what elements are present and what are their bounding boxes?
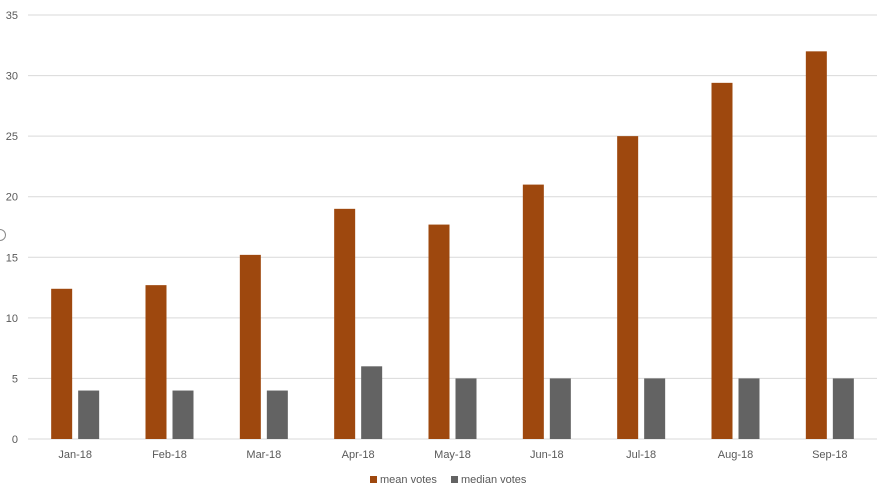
y-tick-label: 25 bbox=[6, 131, 18, 143]
legend: mean votes median votes bbox=[370, 474, 527, 486]
median-votes-bar bbox=[78, 390, 100, 439]
x-tick-label: Sep-18 bbox=[812, 449, 847, 461]
mean-votes-bar bbox=[239, 254, 261, 439]
x-tick-label: Aug-18 bbox=[718, 449, 753, 461]
mean-votes-bar bbox=[334, 208, 356, 439]
bars bbox=[51, 51, 854, 439]
median-votes-bar bbox=[738, 378, 760, 439]
x-tick-label: Feb-18 bbox=[152, 449, 187, 461]
median-votes-bar bbox=[832, 378, 854, 439]
median-votes-bar bbox=[172, 390, 194, 439]
median-votes-bar bbox=[644, 378, 666, 439]
x-tick-label: Jan-18 bbox=[58, 449, 92, 461]
mean-votes-bar bbox=[145, 285, 167, 439]
legend-swatch bbox=[451, 476, 458, 483]
y-tick-label: 10 bbox=[6, 313, 18, 325]
y-tick-label: 30 bbox=[6, 71, 18, 83]
x-axis-tick-labels: Jan-18 Feb-18 Mar-18 Apr-18 May-18 Jun-18 Jul-… bbox=[58, 449, 847, 461]
mean-votes-bar bbox=[51, 288, 73, 439]
y-axis-tick-labels: 0 5 10 15 20 25 30 35 bbox=[6, 10, 18, 446]
mean-votes-bar bbox=[617, 136, 639, 439]
gridlines bbox=[28, 14, 877, 440]
legend-item-mean-votes: mean votes bbox=[380, 474, 437, 486]
x-tick-label: Mar-18 bbox=[246, 449, 281, 461]
x-tick-label: Jul-18 bbox=[626, 449, 656, 461]
mean-votes-bar bbox=[522, 184, 544, 439]
y-tick-label: 15 bbox=[6, 252, 18, 264]
median-votes-bar bbox=[549, 378, 571, 439]
legend-item-median-votes: median votes bbox=[461, 474, 527, 486]
y-tick-label: 35 bbox=[6, 10, 18, 22]
mean-votes-bar bbox=[711, 82, 733, 439]
legend-swatch bbox=[370, 476, 377, 483]
x-tick-label: May-18 bbox=[434, 449, 471, 461]
median-votes-bar bbox=[361, 366, 383, 439]
median-votes-bar bbox=[266, 390, 288, 439]
y-tick-label: 5 bbox=[12, 373, 18, 385]
mean-votes-bar bbox=[428, 224, 450, 439]
y-tick-label: 20 bbox=[6, 192, 18, 204]
x-tick-label: Apr-18 bbox=[342, 449, 375, 461]
median-votes-bar bbox=[455, 378, 477, 439]
y-tick-label: 0 bbox=[12, 434, 18, 446]
x-tick-label: Jun-18 bbox=[530, 449, 564, 461]
mean-votes-bar bbox=[805, 51, 827, 439]
